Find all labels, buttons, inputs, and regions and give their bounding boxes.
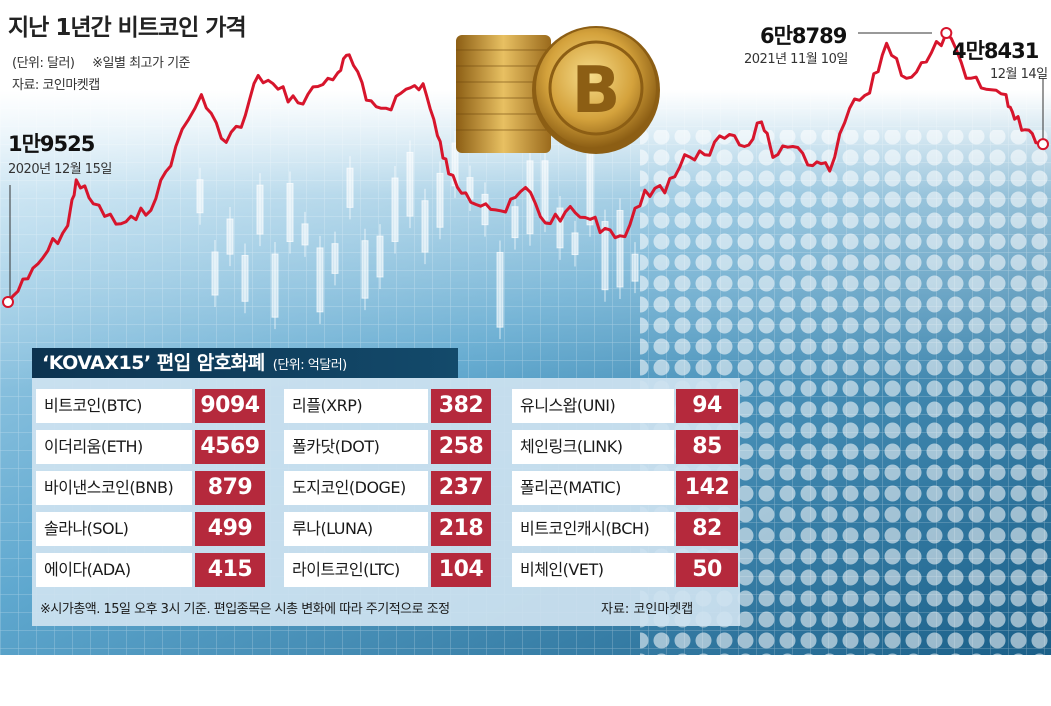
candle-body xyxy=(631,253,639,282)
candle-body xyxy=(421,200,429,253)
candle-body xyxy=(286,182,294,243)
candle-body xyxy=(226,218,234,255)
candle-body xyxy=(391,177,399,242)
table-cell-name: 비트코인(BTC) xyxy=(36,389,192,423)
table-cell-value: 50 xyxy=(676,553,738,587)
candle-body xyxy=(196,179,204,214)
candle-body xyxy=(376,235,384,278)
table-cell-name: 에이다(ADA) xyxy=(36,553,192,587)
candle-body xyxy=(256,184,264,235)
table-footnote: ※시가총액. 15일 오후 3시 기준. 편입종목은 시총 변화에 따라 주기적… xyxy=(40,602,450,617)
end-value-label: 4만8431 xyxy=(952,39,1039,63)
peak-value-label: 6만8789 xyxy=(760,24,847,48)
table-cell-value: 104 xyxy=(431,553,491,587)
table-cell-name: 폴리곤(MATIC) xyxy=(512,471,674,505)
candle-body xyxy=(271,253,279,318)
table-cell-value: 415 xyxy=(195,553,265,587)
table-cell-name: 도지코인(DOGE) xyxy=(284,471,428,505)
table-cell-value: 879 xyxy=(195,471,265,505)
candle-body xyxy=(496,251,504,328)
table-cell-value: 382 xyxy=(431,389,491,423)
table-cell-name: 폴카닷(DOT) xyxy=(284,430,428,464)
price-point-marker xyxy=(2,296,14,308)
candle-body xyxy=(556,207,564,249)
end-date-label: 12월 14일 xyxy=(990,67,1048,82)
candle-body xyxy=(241,254,249,302)
price-point-marker xyxy=(940,27,953,39)
basis-note: ※일별 최고가 기준 xyxy=(92,56,191,71)
table-title: ‘KOVAX15’ 편입 암호화폐 (단위: 억달러) xyxy=(32,348,458,378)
table-cell-value: 94 xyxy=(676,389,738,423)
candle-body xyxy=(571,232,579,256)
table-cell-value: 499 xyxy=(195,512,265,546)
candle-body xyxy=(616,210,624,288)
table-cell-name: 라이트코인(LTC) xyxy=(284,553,428,587)
table-cell-value: 218 xyxy=(431,512,491,546)
candle-body xyxy=(301,223,309,246)
candle-body xyxy=(436,172,444,228)
table-cell-name: 솔라나(SOL) xyxy=(36,512,192,546)
candle-body xyxy=(451,142,459,187)
table-cell-name: 이더리움(ETH) xyxy=(36,430,192,464)
table-cell-value: 82 xyxy=(676,512,738,546)
table-cell-value: 258 xyxy=(431,430,491,464)
table-unit: (단위: 억달러) xyxy=(272,358,347,373)
table-cell-name: 루나(LUNA) xyxy=(284,512,428,546)
candle-body xyxy=(481,193,489,226)
start-date-label: 2020년 12월 15일 xyxy=(8,162,112,177)
coin-stack-image: B xyxy=(456,26,660,154)
table-cell-name: 비체인(VET) xyxy=(512,553,674,587)
chart-title: 지난 1년간 비트코인 가격 xyxy=(8,15,247,41)
table-cell-value: 85 xyxy=(676,430,738,464)
bitcoin-icon: B xyxy=(572,54,621,128)
table-cell-value: 4569 xyxy=(195,430,265,464)
candle-body xyxy=(316,247,324,313)
table-cell-value: 142 xyxy=(676,471,738,505)
table-cell-name: 리플(XRP) xyxy=(284,389,428,423)
table-cell-name: 체인링크(LINK) xyxy=(512,430,674,464)
unit-note: (단위: 달러) ※일별 최고가 기준 xyxy=(12,52,191,71)
table-cell-value: 237 xyxy=(431,471,491,505)
candle-body xyxy=(346,167,354,208)
source-note: 자료: 코인마켓캡 xyxy=(12,78,100,93)
table-cell-value: 9094 xyxy=(195,389,265,423)
start-value-label: 1만9525 xyxy=(8,132,95,156)
price-point-marker xyxy=(1037,138,1049,151)
price-series-line xyxy=(6,31,1044,303)
table-cell-name: 비트코인캐시(BCH) xyxy=(512,512,674,546)
candle-body xyxy=(601,221,609,291)
table-cell-name: 유니스왑(UNI) xyxy=(512,389,674,423)
candle-body xyxy=(331,243,339,274)
candle-body xyxy=(406,151,414,217)
candle-body xyxy=(361,240,369,299)
candle-body xyxy=(511,206,519,239)
table-cell-name: 바이낸스코인(BNB) xyxy=(36,471,192,505)
unit-label: (단위: 달러) xyxy=(12,56,75,71)
candle-body xyxy=(211,251,219,296)
table-source: 자료: 코인마켓캡 xyxy=(601,602,694,617)
table-title-text: ‘KOVAX15’ 편입 암호화폐 xyxy=(42,352,265,374)
peak-date-label: 2021년 11월 10일 xyxy=(744,52,848,67)
